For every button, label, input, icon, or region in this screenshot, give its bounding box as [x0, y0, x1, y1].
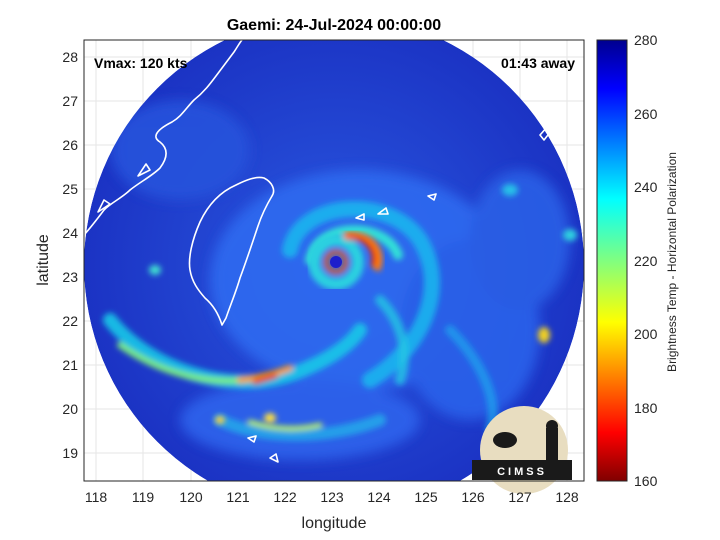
y-tick: 23: [62, 269, 78, 285]
colorbar-tick: 240: [634, 179, 658, 195]
colorbar-frame: [596, 39, 628, 482]
x-tick: 120: [179, 489, 203, 505]
axes-frame: [83, 39, 585, 482]
x-tick: 122: [273, 489, 297, 505]
colorbar-tick: 220: [634, 253, 658, 269]
colorbar-gradient: [597, 40, 627, 481]
colorbar-label: Brightness Temp - Horizontal Polarizatio…: [665, 152, 679, 372]
x-tick: 119: [132, 489, 155, 505]
vmax-annotation: Vmax: 120 kts: [94, 55, 188, 71]
y-tick: 25: [62, 181, 78, 197]
y-tick: 20: [62, 401, 78, 417]
y-tick: 22: [62, 313, 78, 329]
colorbar-tick: 200: [634, 326, 658, 342]
typhoon-eye: [330, 256, 342, 268]
y-tick: 24: [62, 225, 78, 241]
colorbar-tick: 260: [634, 106, 658, 122]
x-tick: 118: [85, 489, 108, 505]
x-tick: 126: [461, 489, 485, 505]
brightness-temperature-field: [84, 40, 584, 481]
taiwan-coastline: [188, 176, 275, 326]
typhoon-eyewall: [308, 231, 383, 290]
y-tick: 28: [62, 49, 78, 65]
colorbar-tick: 160: [634, 473, 658, 489]
colorbar: 280 260 240 220 200 180 160 Brightness T…: [596, 32, 679, 489]
colorbar-tick: 280: [634, 32, 658, 48]
y-tick-labels: 28 27 26 25 24 23 22 21 20 19: [62, 49, 78, 461]
x-tick: 127: [508, 489, 532, 505]
x-tick: 125: [414, 489, 438, 505]
coastlines: [84, 40, 563, 463]
y-tick: 26: [62, 137, 78, 153]
x-tick-labels: 118 119 120 121 122 123 124 125 126 127 …: [85, 489, 579, 505]
time-away-annotation: 01:43 away: [501, 55, 575, 71]
x-axis-label: longitude: [302, 515, 367, 532]
china-coastline: [84, 40, 243, 236]
logo-text: CIMSS: [497, 466, 547, 478]
colorbar-tick: 180: [634, 400, 658, 416]
map-title: Gaemi: 24-Jul-2024 00:00:00: [227, 17, 441, 34]
ryukyu-island: [539, 115, 563, 141]
y-tick: 21: [62, 357, 78, 373]
x-tick: 123: [320, 489, 344, 505]
y-tick: 27: [62, 93, 78, 109]
x-tick: 124: [367, 489, 391, 505]
y-tick: 19: [62, 445, 78, 461]
cimss-logo: CIMSS: [472, 406, 572, 494]
x-tick: 121: [226, 489, 250, 505]
y-axis-label: latitude: [35, 234, 52, 286]
x-tick: 128: [555, 489, 579, 505]
